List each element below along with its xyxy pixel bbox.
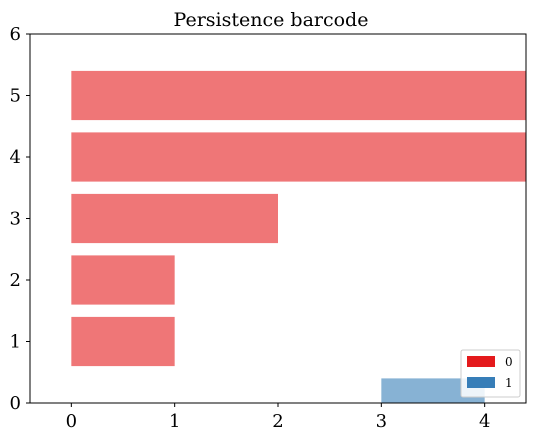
- chart-title: Persistence barcode: [174, 9, 369, 31]
- bar-series-0-2: [71, 193, 278, 244]
- y-tick-label-6: 6: [10, 24, 21, 45]
- legend-label-0: 0: [505, 355, 513, 369]
- bar-series-0-0: [71, 316, 175, 367]
- bar-series-0-1: [71, 255, 175, 305]
- y-tick-label-1: 1: [10, 332, 21, 353]
- x-tick-label-2: 2: [272, 411, 283, 432]
- x-tick-label-4: 4: [479, 411, 490, 432]
- x-axis: 0 1 2 3 4: [66, 403, 490, 432]
- y-tick-label-0: 0: [10, 393, 21, 414]
- bars-layer: [71, 70, 526, 403]
- legend-label-1: 1: [505, 376, 513, 390]
- x-tick-label-0: 0: [66, 411, 77, 432]
- bar-series-0-3: [71, 132, 526, 182]
- x-tick-label-1: 1: [169, 411, 180, 432]
- y-tick-label-3: 3: [10, 209, 21, 230]
- legend-swatch-0: [467, 356, 495, 367]
- y-axis: 0 1 2 3 4 5 6: [10, 24, 30, 414]
- legend-swatch-1: [467, 377, 495, 388]
- y-tick-label-4: 4: [10, 147, 21, 168]
- y-tick-label-5: 5: [10, 86, 21, 107]
- legend: 0 1: [460, 349, 521, 398]
- x-tick-label-3: 3: [376, 411, 387, 432]
- bar-series-0-4: [71, 70, 526, 121]
- y-tick-label-2: 2: [10, 270, 21, 291]
